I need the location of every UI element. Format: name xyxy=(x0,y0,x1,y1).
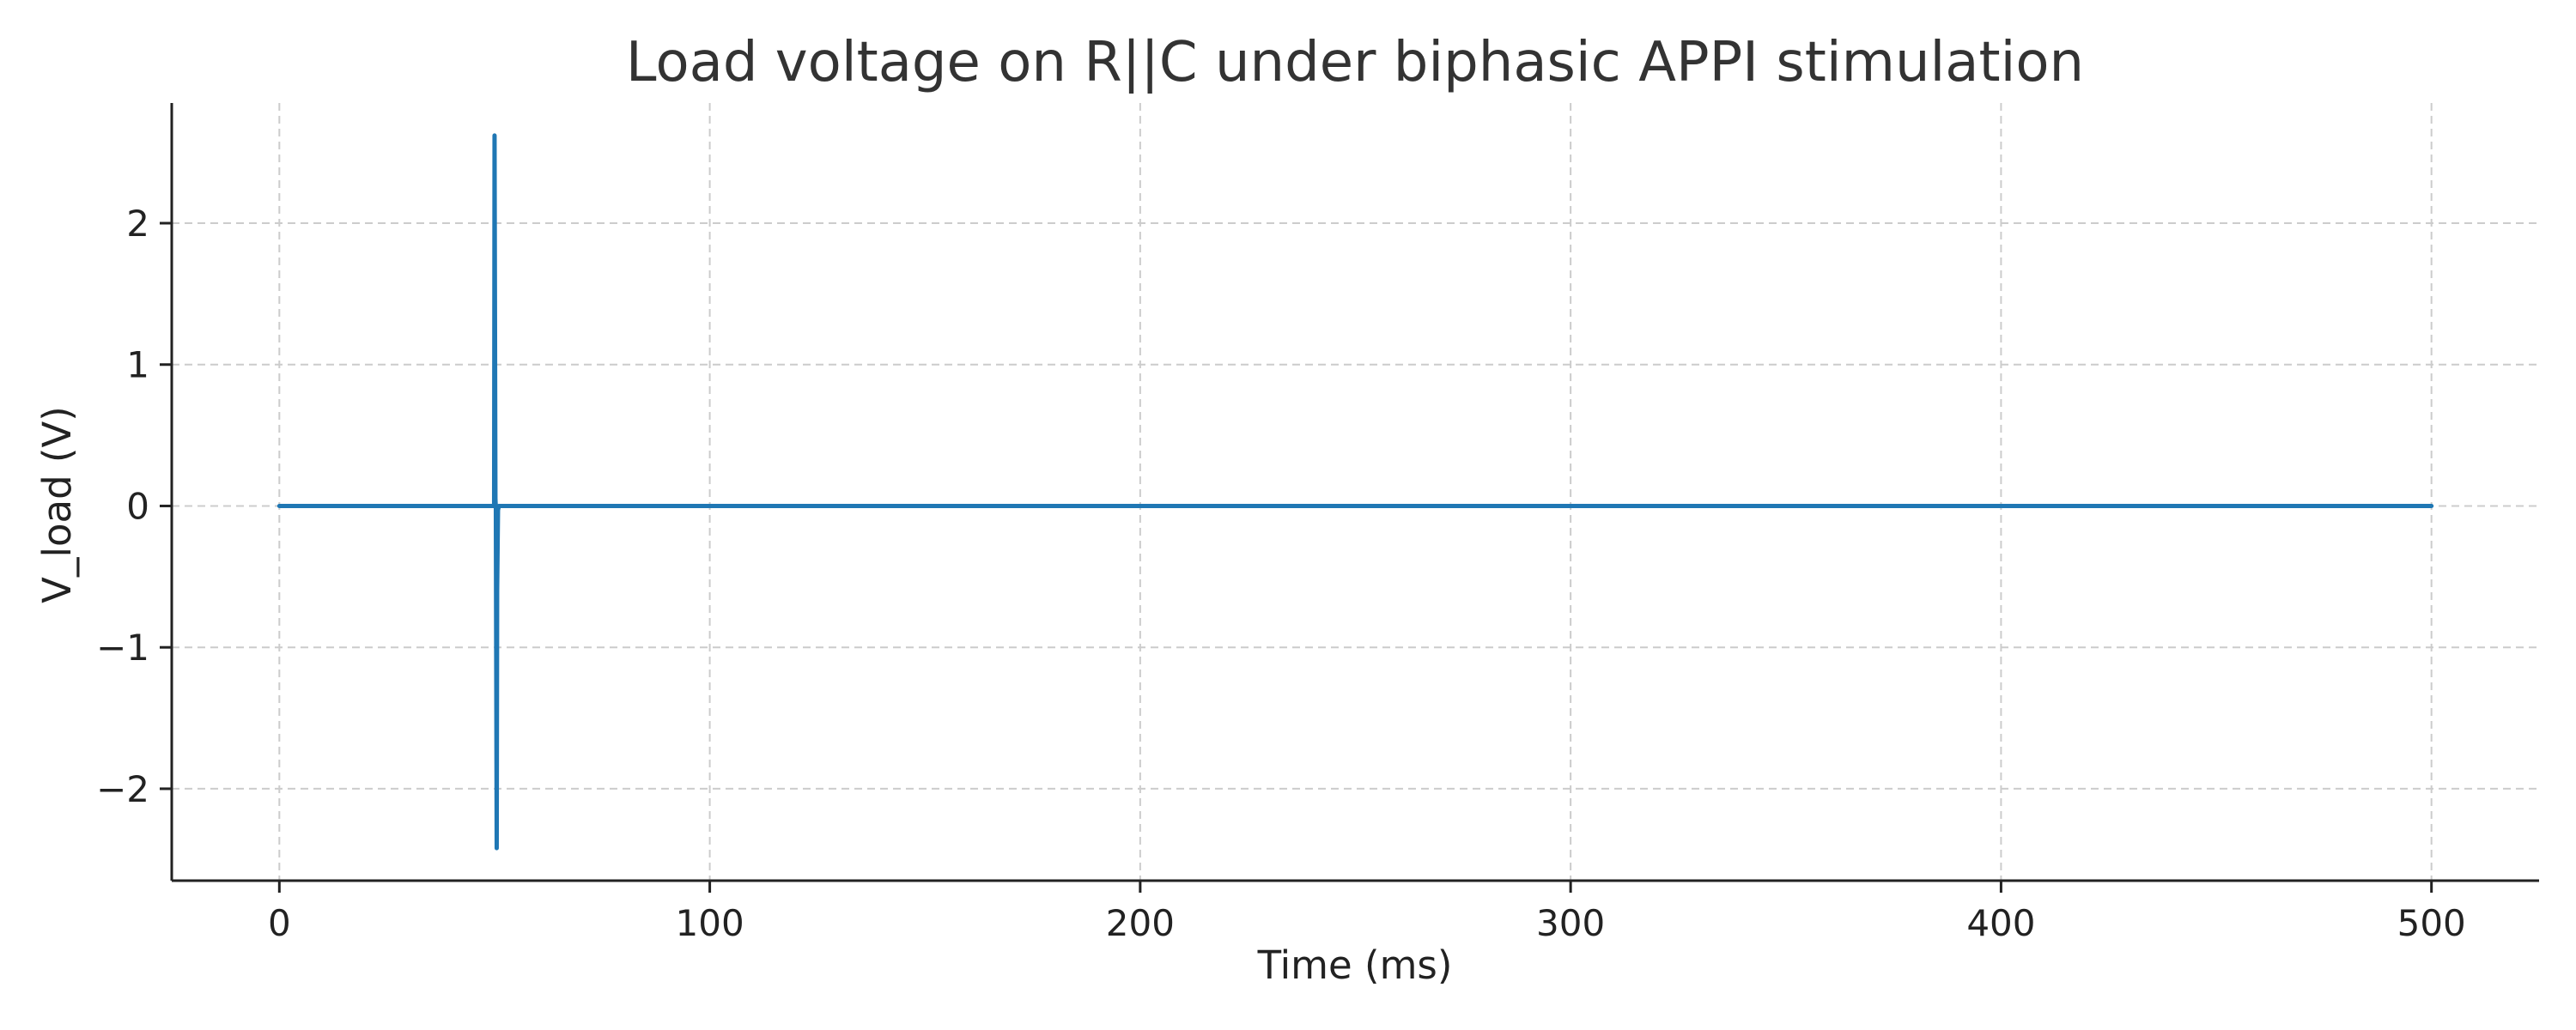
y-tick-label: −1 xyxy=(96,627,149,669)
x-tick-label: 100 xyxy=(676,902,744,944)
y-tick-label: 2 xyxy=(126,203,149,245)
x-tick-label: 500 xyxy=(2397,902,2466,944)
x-ticks: 0 100 200 300 400 500 xyxy=(268,881,2466,944)
grid xyxy=(172,103,2539,881)
series-layer xyxy=(276,133,2434,851)
y-tick-label: 0 xyxy=(126,485,149,527)
y-ticks: −2 −1 0 1 2 xyxy=(96,203,172,810)
x-tick-label: 400 xyxy=(1966,902,2035,944)
y-axis-title: V_load (V) xyxy=(34,406,80,603)
chart-title: Load voltage on R||C under biphasic APPI… xyxy=(626,31,2084,94)
y-tick-label: 1 xyxy=(126,344,149,386)
series-line xyxy=(276,133,2434,851)
x-tick-label: 0 xyxy=(268,902,291,944)
x-axis-title: Time (ms) xyxy=(1257,942,1453,988)
x-tick-label: 200 xyxy=(1106,902,1175,944)
x-tick-label: 300 xyxy=(1536,902,1605,944)
y-tick-label: −2 xyxy=(96,768,149,810)
axes xyxy=(170,103,2539,882)
